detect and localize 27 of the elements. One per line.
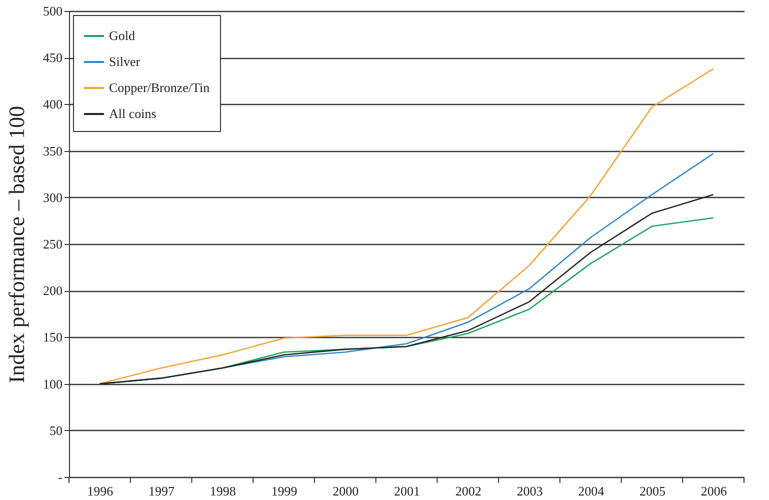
y-tick-label: 300: [43, 190, 62, 205]
x-tick-label: 1999: [271, 484, 298, 498]
y-tick-label: 50: [50, 422, 62, 438]
y-tick-label: -: [58, 470, 62, 484]
y-tick-label: 500: [43, 4, 62, 18]
x-tick-label: 2002: [455, 484, 482, 498]
y-tick-label: 350: [43, 143, 62, 158]
y-tick-label: 250: [43, 236, 62, 252]
legend-label: Silver: [109, 54, 141, 69]
x-tick-label: 2004: [578, 484, 605, 498]
y-axis-title: Index performance – based 100: [4, 106, 29, 384]
y-tick-label: 100: [43, 376, 62, 392]
x-tick-label: 2006: [700, 484, 728, 498]
x-tick-label: 2000: [332, 484, 359, 498]
x-tick-label: 2003: [516, 484, 543, 498]
legend-label: All coins: [109, 106, 156, 121]
x-tick-label: 2001: [394, 484, 420, 498]
x-tick-label: 2005: [639, 484, 666, 498]
legend-label: Copper/Bronze/Tin: [109, 80, 210, 95]
legend-label: Gold: [109, 28, 136, 43]
y-tick-label: 400: [43, 96, 62, 112]
y-tick-label: 200: [43, 283, 62, 298]
y-tick-label: 150: [43, 330, 62, 345]
x-tick-label: 1998: [210, 484, 236, 498]
x-tick-label: 1996: [87, 484, 114, 498]
x-tick-label: 1997: [148, 484, 176, 498]
y-tick-label: 450: [43, 50, 62, 66]
